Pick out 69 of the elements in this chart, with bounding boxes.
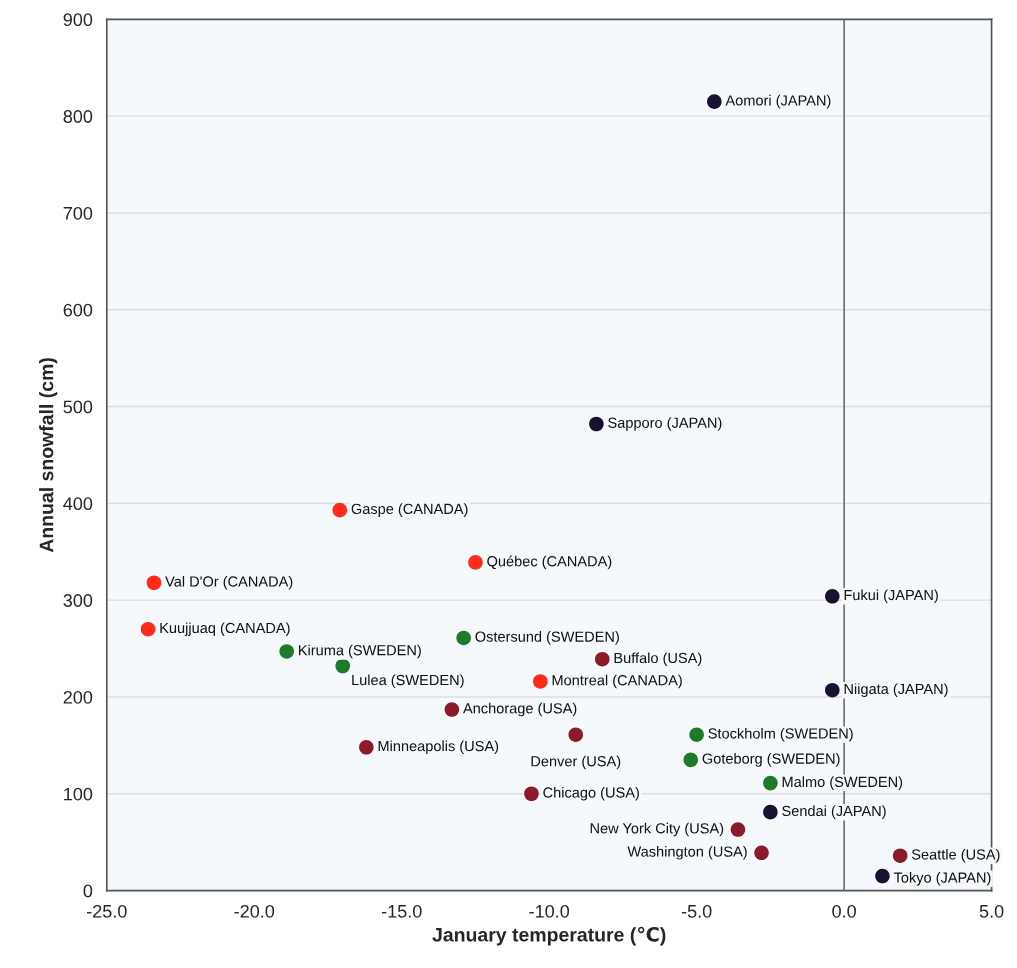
x-tick-label: -20.0	[234, 904, 275, 918]
point	[589, 416, 604, 432]
annotation: Stockholm (SWEDEN)	[708, 727, 853, 742]
annotation: Fukui (JAPAN)	[844, 589, 938, 604]
point	[279, 644, 294, 659]
annotation: Tokyo (JAPAN)	[893, 872, 991, 886]
x-tick-label: -15.0	[381, 904, 422, 918]
annotation: Kuujjuaq (CANADA)	[160, 622, 290, 636]
point	[689, 727, 704, 742]
annotation: Sapporo (JAPAN)	[608, 417, 722, 431]
x-tick-label: 0.0	[832, 904, 856, 918]
annotation: Niigata (JAPAN)	[844, 683, 948, 697]
point	[444, 702, 460, 717]
y-tick-label: 900	[63, 13, 93, 27]
point	[763, 775, 778, 791]
point	[332, 502, 348, 518]
point	[825, 682, 840, 698]
point	[359, 740, 374, 755]
annotation: Kiruma (SWEDEN)	[299, 644, 421, 659]
annotation: Ostersund (SWEDEN)	[475, 631, 619, 645]
annotation: Aomori (JAPAN)	[725, 94, 831, 109]
point	[335, 658, 351, 674]
annotation: Montreal (CANADA)	[552, 674, 682, 689]
point	[707, 94, 722, 109]
point	[594, 651, 610, 667]
x-tick-label: 5.0	[979, 904, 1004, 918]
y-tick-label: 800	[63, 110, 93, 123]
y-tick-label: 0	[83, 884, 93, 898]
y-tick-label: 700	[63, 206, 93, 220]
annotation: New York City (USA)	[590, 822, 724, 837]
annotation: Minneapolis (USA)	[378, 740, 499, 755]
point	[524, 786, 539, 802]
annotation: Val D'Or (CANADA)	[165, 575, 293, 590]
annotation: Malmo (SWEDEN)	[782, 776, 903, 790]
annotation: Sendai (JAPAN)	[782, 805, 886, 819]
x-axis-title: January temperature (℃)	[432, 926, 666, 946]
annotation: Buffalo (USA)	[614, 652, 702, 666]
point	[754, 845, 769, 861]
annotation: Seattle (USA)	[911, 848, 1000, 863]
point	[468, 555, 483, 570]
y-tick-label: 100	[64, 787, 93, 801]
y-tick-label: 600	[63, 303, 93, 317]
point	[146, 575, 162, 591]
annotation: Gaspe (CANADA)	[351, 503, 468, 517]
y-tick-label: 500	[63, 400, 93, 414]
point	[683, 752, 699, 768]
x-tick-label: -10.0	[529, 904, 570, 918]
point	[892, 848, 908, 863]
y-tick-label: 200	[63, 690, 93, 704]
annotation: Québec (CANADA)	[487, 555, 612, 570]
annotation: Goteborg (SWEDEN)	[702, 753, 840, 767]
annotation: Chicago (USA)	[543, 786, 639, 801]
y-tick-label: 300	[63, 594, 93, 607]
point	[825, 589, 840, 604]
annotation: Anchorage (USA)	[462, 702, 577, 717]
point	[763, 804, 778, 820]
y-tick-label: 400	[63, 497, 93, 511]
point	[533, 674, 548, 689]
point	[140, 621, 156, 637]
annotation: Lulea (SWEDEN)	[352, 674, 464, 689]
x-tick-label: -25.0	[87, 904, 127, 918]
annotation: Washington (USA)	[627, 846, 747, 860]
y-axis-title: Annual snowfall (cm)	[39, 358, 58, 553]
point	[875, 868, 890, 884]
point	[456, 630, 471, 646]
point	[568, 727, 584, 742]
x-tick-label: -5.0	[681, 904, 712, 918]
point	[730, 822, 746, 837]
annotation: Denver (USA)	[531, 755, 621, 770]
